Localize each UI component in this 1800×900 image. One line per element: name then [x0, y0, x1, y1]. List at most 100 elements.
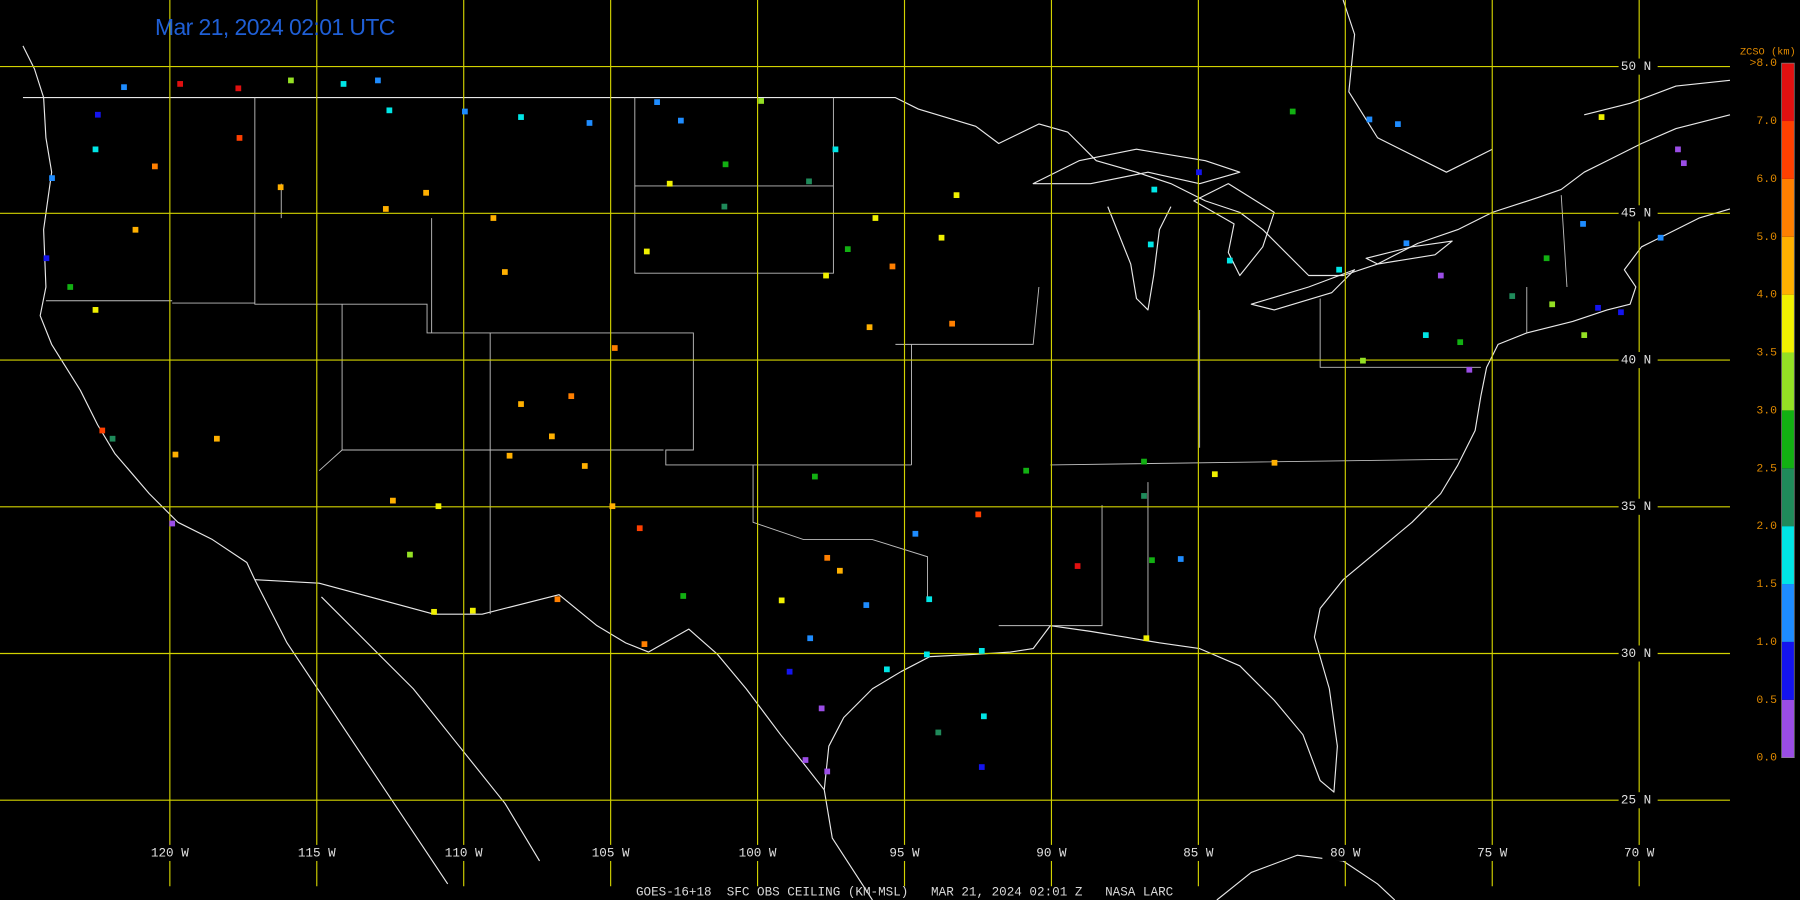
station-obs	[824, 768, 831, 775]
station-obs	[501, 269, 508, 275]
station-obs	[609, 503, 616, 510]
station-obs	[863, 602, 870, 608]
lat-label: 45 N	[1621, 206, 1651, 221]
colorbar-label: >8.0	[1750, 57, 1778, 70]
lat-label: 35 N	[1621, 499, 1651, 514]
station-obs	[568, 393, 575, 400]
station-obs	[1074, 563, 1081, 569]
station-obs	[581, 463, 588, 469]
station-obs	[1598, 114, 1605, 120]
label-bg	[1616, 844, 1663, 861]
station-obs	[518, 401, 524, 407]
border	[22, 97, 1731, 277]
station-obs	[236, 135, 243, 141]
station-obs	[49, 175, 55, 181]
colorbar-bin	[1781, 410, 1795, 469]
station-obs	[43, 255, 50, 262]
station-obs	[721, 203, 728, 210]
station-obs	[1680, 160, 1687, 167]
coastline	[22, 45, 256, 580]
station-obs	[92, 146, 99, 153]
basemap	[22, 0, 1731, 900]
station-obs	[1403, 240, 1410, 247]
station-obs	[177, 81, 184, 87]
station-obs	[935, 729, 942, 736]
station-obs	[802, 757, 809, 763]
station-obs	[490, 215, 497, 221]
station-obs	[832, 146, 839, 153]
station-obs	[151, 163, 158, 170]
label-bg	[1618, 58, 1658, 75]
station-obs	[1657, 234, 1664, 241]
colorbar-label: 4.0	[1756, 289, 1777, 302]
lake	[1032, 148, 1241, 185]
station-obs	[978, 764, 985, 770]
station-obs	[889, 263, 896, 270]
station-obs	[844, 246, 851, 253]
station-obs	[1366, 116, 1373, 123]
station-obs	[431, 608, 437, 615]
colorbar-label: 6.0	[1756, 173, 1777, 186]
colorbar-label: 0.0	[1756, 752, 1777, 765]
colorbar-bin	[1781, 699, 1795, 758]
station-obs	[1143, 635, 1150, 642]
station-obs	[1466, 366, 1473, 373]
station-obs	[1395, 121, 1401, 127]
station-obs	[678, 117, 684, 124]
label-bg	[734, 844, 781, 861]
station-obs	[636, 525, 643, 532]
lake	[1107, 206, 1172, 311]
colorbar-bin	[1781, 641, 1795, 700]
label-bg	[587, 844, 634, 861]
station-obs	[641, 641, 648, 647]
station-obs	[1437, 272, 1444, 279]
station-obs	[949, 320, 955, 327]
lat-label: 30 N	[1621, 646, 1651, 661]
label-bg	[1322, 844, 1369, 861]
lon-label: 120 W	[151, 845, 189, 860]
station-obs	[1675, 146, 1681, 153]
colorbar-bin	[1781, 63, 1795, 122]
station-obs	[586, 120, 593, 126]
station-obs	[807, 635, 814, 642]
station-obs	[1141, 493, 1147, 499]
station-obs	[1211, 471, 1218, 478]
station-obs	[1271, 459, 1278, 466]
label-bg	[881, 844, 928, 861]
station-obs	[1549, 301, 1556, 308]
station-obs	[1618, 309, 1624, 316]
station-obs	[1141, 458, 1147, 465]
station-obs	[99, 427, 106, 434]
station-obs	[1289, 108, 1296, 115]
colorbar-label: 2.5	[1756, 462, 1777, 475]
station-obs	[172, 451, 179, 458]
colorbar: 0.0 0.5 1.0 1.5 2.0 2.5 3.0 3.5 4.0 5.0 6.0 7.0 >8.0…	[1740, 46, 1796, 764]
station-obs	[1149, 557, 1155, 564]
lat-label: 50 N	[1621, 59, 1651, 74]
station-obs	[518, 114, 524, 120]
station-obs	[1151, 186, 1158, 193]
grid-labels: 50 N 45 N 40 N 35 N 30 N 25 N 120 W 115 W 110 W 1…	[146, 58, 1663, 861]
lon-label: 90 W	[1036, 845, 1067, 860]
station-obs	[758, 98, 764, 104]
station-obs	[390, 497, 396, 504]
coastline	[254, 579, 873, 900]
station-obs	[554, 596, 561, 603]
lon-label: 110 W	[445, 845, 483, 860]
lon-label: 115 W	[298, 845, 336, 860]
station-obs	[926, 596, 933, 603]
station-obs	[1581, 332, 1588, 338]
graticule	[0, 0, 1730, 887]
lon-label: 70 W	[1624, 845, 1655, 860]
label-bg	[1175, 844, 1222, 861]
station-obs	[722, 161, 729, 168]
station-obs	[1177, 556, 1184, 562]
label-bg	[1618, 498, 1658, 515]
station-obs	[923, 651, 930, 658]
station-obs	[1457, 339, 1464, 346]
lat-label: 40 N	[1621, 352, 1651, 367]
lon-label: 100 W	[739, 845, 777, 860]
station-obs	[978, 647, 985, 654]
station-obs	[109, 435, 116, 442]
